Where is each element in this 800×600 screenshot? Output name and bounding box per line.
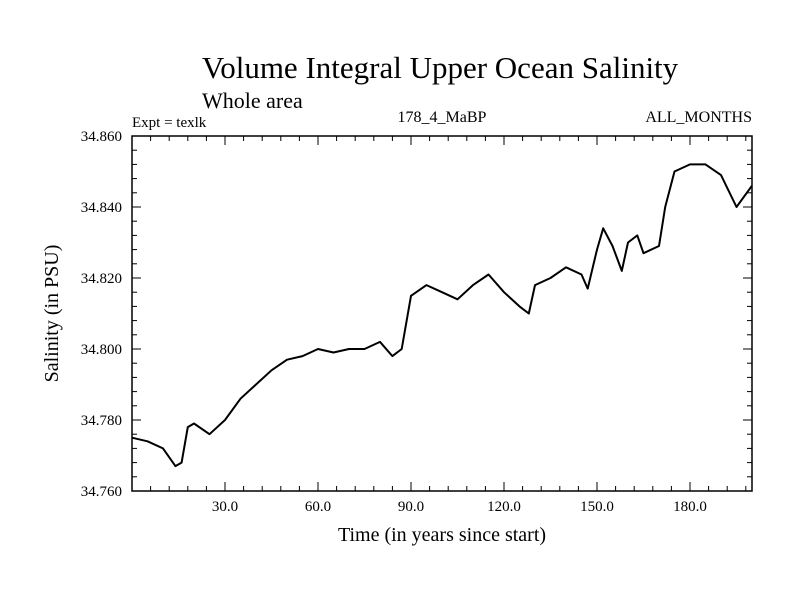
y-tick-label: 34.780 [81, 413, 122, 429]
x-tick-label: 90.0 [398, 499, 424, 515]
y-tick-label: 34.820 [81, 271, 122, 287]
header-period: 178_4_MaBP [398, 109, 487, 126]
tick-labels: 30.0 60.0 90.0 120.0 150.0 180.0 34.760 34.780 3… [81, 129, 707, 515]
y-axis-label: Salinity (in PSU) [41, 245, 63, 383]
header-months: ALL_MONTHS [645, 109, 752, 126]
x-tick-label: 150.0 [580, 499, 614, 515]
x-tick-label: 180.0 [673, 499, 707, 515]
y-tick-label: 34.860 [81, 129, 122, 145]
series-line [131, 163, 753, 468]
x-tick-label: 60.0 [305, 499, 331, 515]
x-tick-label: 120.0 [487, 499, 521, 515]
x-axis-label: Time (in years since start) [338, 524, 546, 546]
chart-subtitle: Whole area [202, 88, 303, 113]
plot-frame [131, 135, 753, 492]
x-tick-label: 30.0 [212, 499, 238, 515]
chart-title: Volume Integral Upper Ocean Salinity [202, 50, 679, 85]
y-tick-label: 34.760 [81, 484, 122, 500]
y-tick-label: 34.840 [81, 200, 122, 216]
series-layer [131, 163, 753, 468]
y-tick-label: 34.800 [81, 342, 122, 358]
header-experiment: Expt = texlk [132, 115, 207, 131]
axis-ticks [131, 135, 752, 492]
